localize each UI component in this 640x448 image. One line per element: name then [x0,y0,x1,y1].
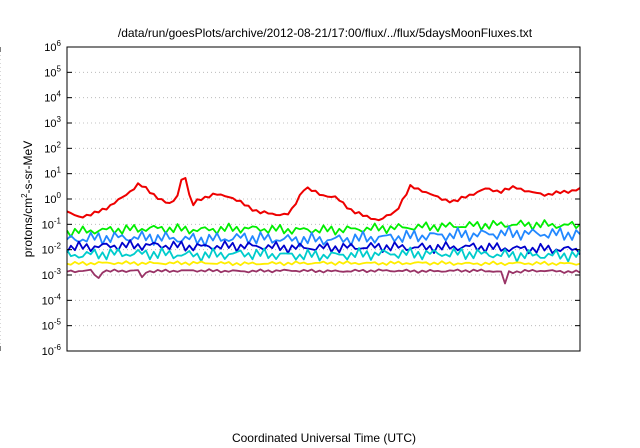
y-axis: 10-610-510-410-310-210-11001011021031041… [42,39,580,358]
y-axis-label-rest: -s-sr-MeV [21,141,35,194]
y-tick-label: 10-1 [42,216,62,231]
y-tick-label: 10-6 [42,343,62,358]
y-tick-base: 10 [44,143,56,155]
y-axis-label-main: protons/cm [21,198,35,257]
y-tick-exp: 2 [57,140,62,149]
y-tick-exp: -4 [54,292,62,301]
y-tick-base: 10 [42,321,54,333]
y-tick-exp: 0 [57,191,62,200]
y-tick-label: 102 [44,140,61,155]
y-tick-exp: 5 [57,64,62,73]
y-tick-label: 10-3 [42,267,62,282]
y-tick-label: 10-4 [42,292,62,307]
y-tick-base: 10 [42,270,54,282]
y-tick-label: 103 [44,115,61,130]
y-tick-base: 10 [44,93,56,105]
y-tick-label: 10-2 [42,242,62,257]
data-series [66,177,581,285]
y-axis-label-sup: 2 [20,193,29,198]
series-line-5 [66,246,581,263]
y-tick-exp: 3 [57,115,62,124]
y-tick-exp: -5 [54,318,62,327]
y-tick-label: 10-5 [42,318,62,333]
y-tick-base: 10 [44,67,56,79]
y-tick-label: 106 [44,39,61,54]
y-tick-label: 104 [44,90,61,105]
y-tick-exp: -6 [54,343,62,352]
series-line-1 [66,177,581,222]
y-tick-exp: -3 [54,267,62,276]
y-tick-base: 10 [42,295,54,307]
y-tick-exp: 1 [57,166,62,175]
y-tick-label: 105 [44,64,61,79]
y-tick-base: 10 [44,42,56,54]
series-line-4 [66,239,581,256]
y-tick-label: 100 [44,191,61,206]
y-tick-label: 101 [44,166,61,181]
series-line-7 [66,268,581,285]
series-line-6 [66,260,581,267]
y-tick-base: 10 [44,194,56,206]
series-line-3 [66,225,581,248]
y-tick-base: 10 [44,118,56,130]
y-tick-base: 10 [44,169,56,181]
y-axis-label: protons/cm2-s-sr-MeV [20,141,35,257]
chart-title: /data/run/goesPlots/archive/2012-08-21/1… [118,26,533,40]
series-line-2 [66,219,581,238]
y-tick-exp: 4 [57,90,62,99]
y-tick-exp: -2 [54,242,62,251]
y-tick-base: 10 [42,346,54,358]
y-tick-exp: -1 [54,216,62,225]
y-tick-exp: 6 [57,39,62,48]
x-axis-label: Coordinated Universal Time (UTC) [232,431,416,445]
y-tick-base: 10 [42,219,54,231]
grid-lines [0,47,580,351]
y-tick-base: 10 [42,245,54,257]
